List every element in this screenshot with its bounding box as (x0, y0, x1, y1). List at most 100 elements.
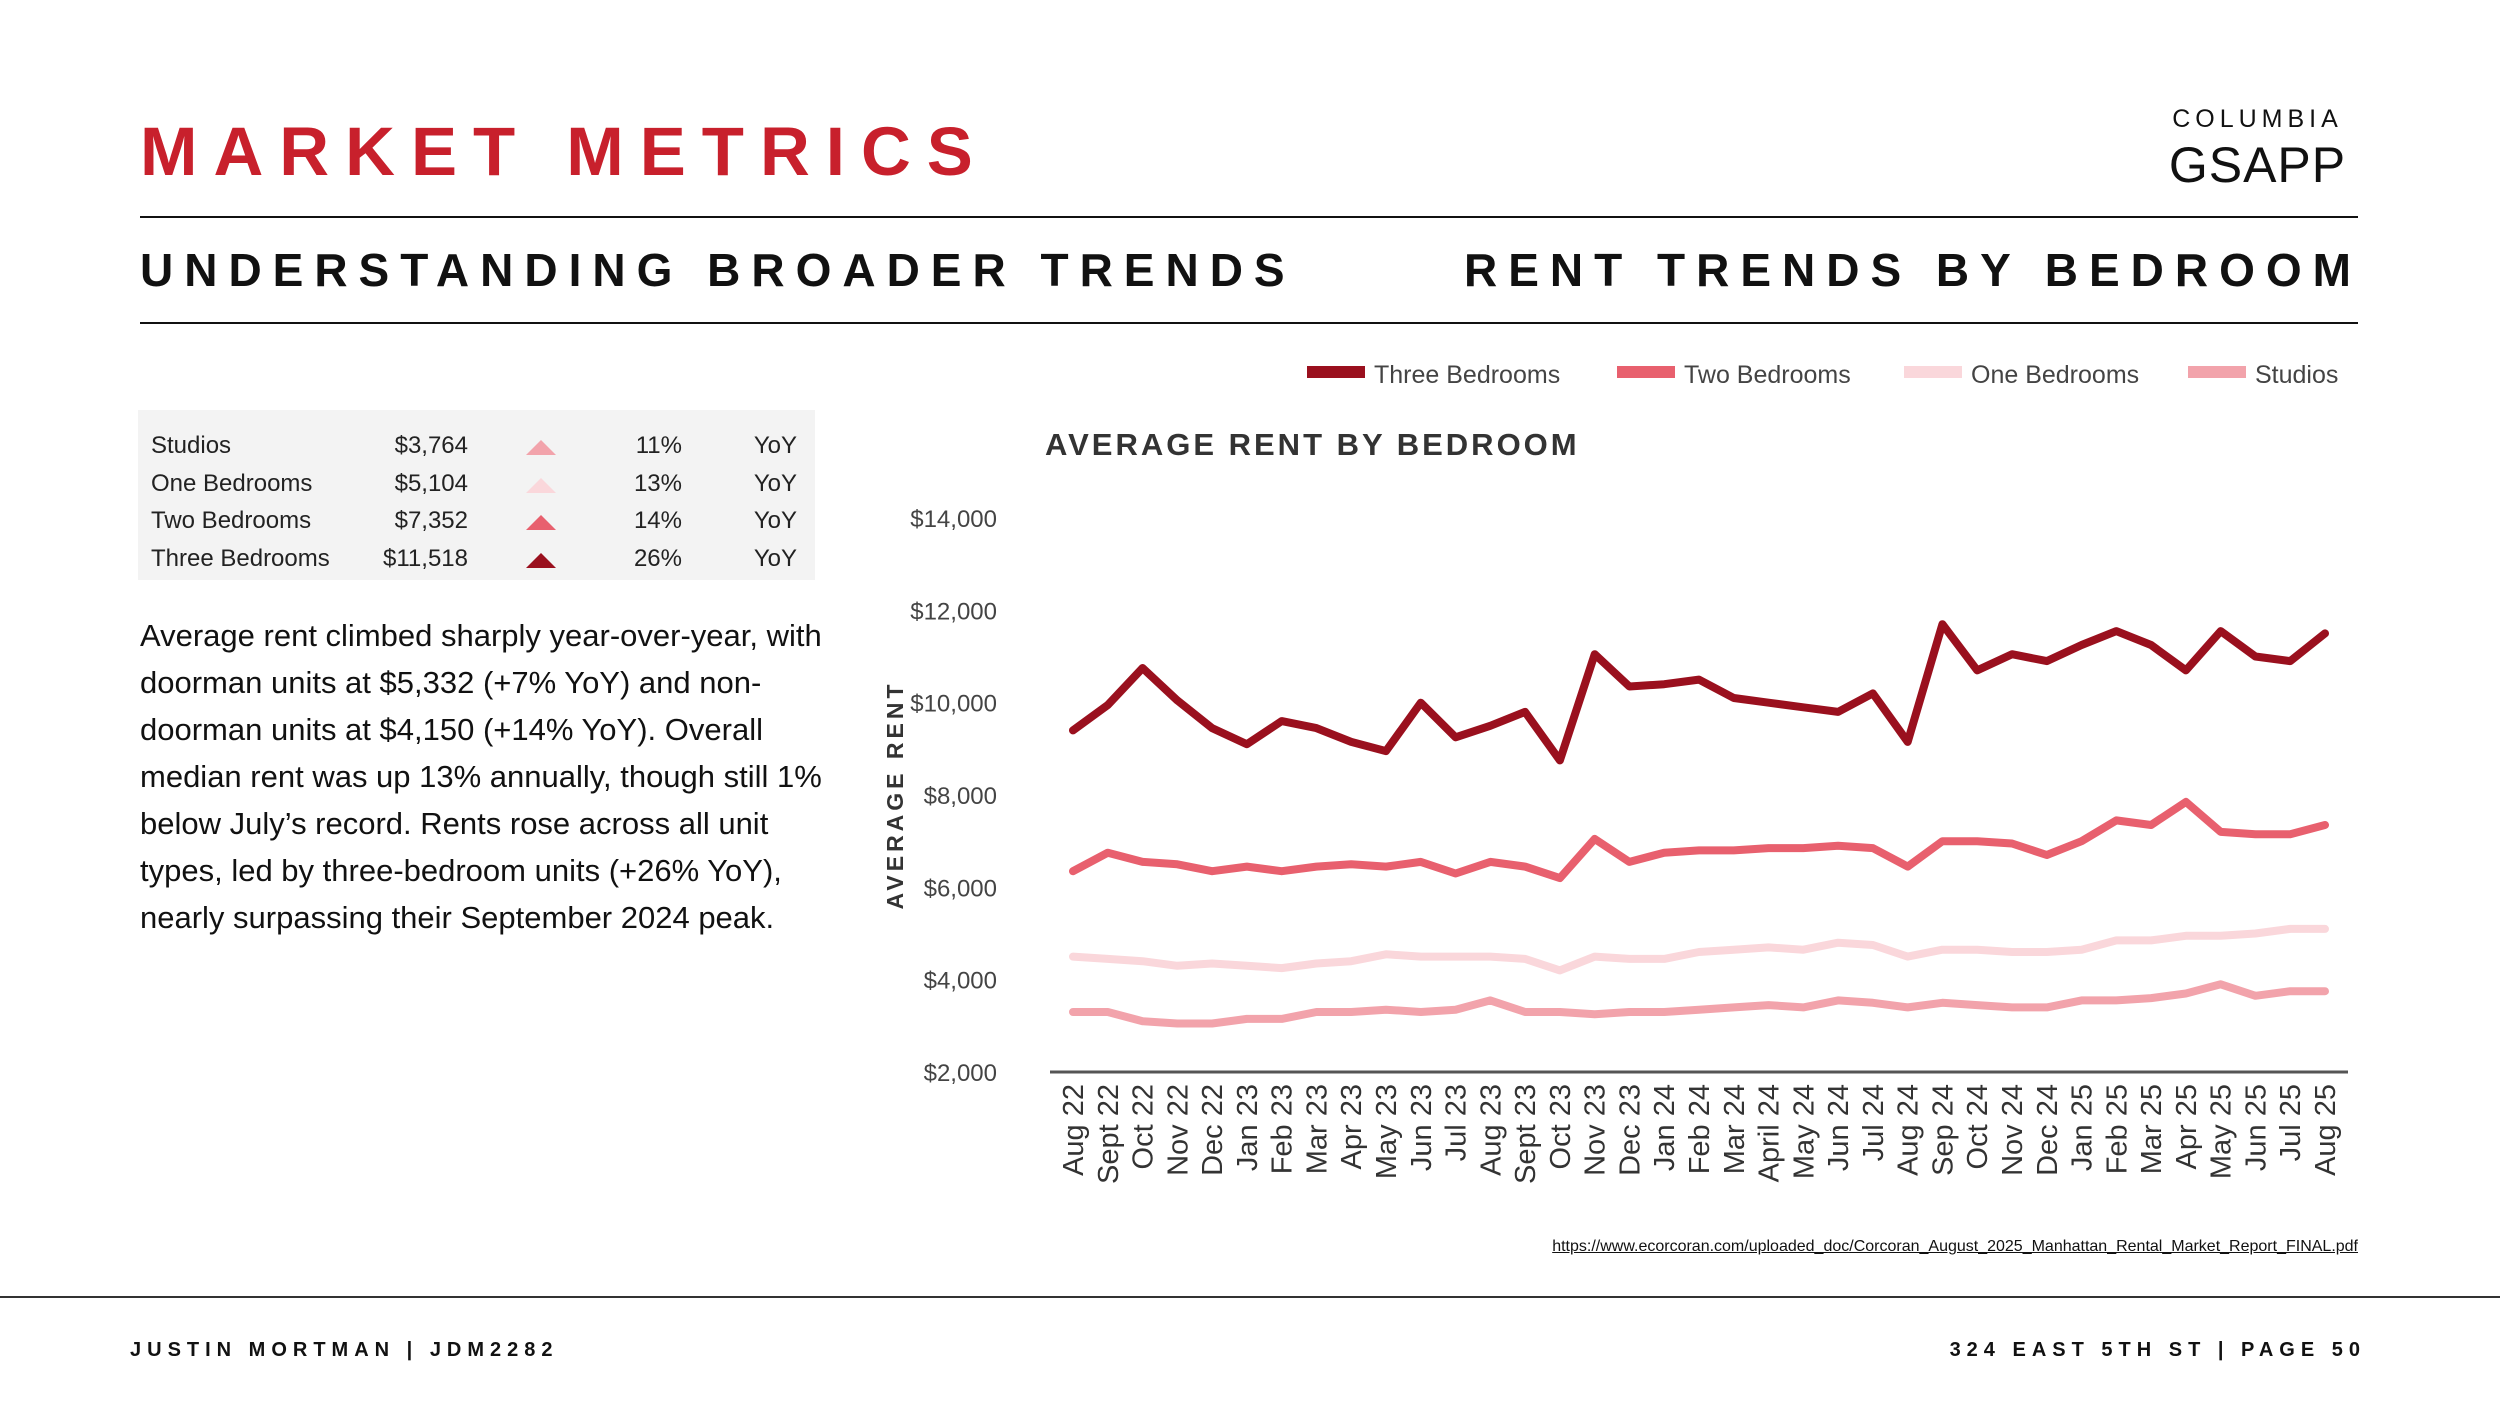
y-tick-label: $14,000 (910, 506, 997, 533)
market-summary-paragraph: Average rent climbed sharply year-over-y… (140, 618, 822, 935)
y-tick-label: $6,000 (924, 875, 997, 902)
x-tick-label: May 24 (1788, 1084, 1820, 1179)
row-period: YoY (753, 470, 797, 497)
x-tick-label: Feb 24 (1684, 1084, 1716, 1174)
x-tick-label: Jan 25 (2067, 1084, 2099, 1171)
x-tick-label: April 24 (1754, 1084, 1786, 1182)
x-tick-label: Sept 23 (1510, 1084, 1542, 1184)
x-tick-label: Jul 23 (1441, 1084, 1473, 1161)
legend-label: Three Bedrooms (1374, 361, 1560, 389)
columbia-gsapp-logo: COLUMBIA GSAPP (2150, 104, 2365, 200)
x-tick-label: Jan 24 (1649, 1084, 1681, 1171)
footer-page-info: 324 EAST 5TH ST | PAGE 50 (1949, 1339, 2366, 1361)
legend-item: One Bedrooms (1904, 361, 2139, 389)
x-tick-label: Mar 25 (2136, 1084, 2168, 1174)
row-value: $7,352 (394, 507, 468, 534)
logo-line-columbia: COLUMBIA (2172, 105, 2343, 133)
x-tick-label: Jun 25 (2240, 1084, 2272, 1171)
footer-divider (0, 1296, 2500, 1298)
series-line-two-bedrooms (1069, 797, 2329, 883)
x-tick-label: Apr 23 (1336, 1084, 1368, 1169)
x-tick-label: Sept 22 (1093, 1084, 1125, 1184)
row-value: $11,518 (383, 545, 468, 572)
row-period: YoY (753, 432, 797, 459)
y-tick-label: $2,000 (924, 1060, 997, 1087)
row-label: One Bedrooms (151, 470, 313, 497)
x-tick-label: May 25 (2206, 1084, 2238, 1179)
series-line-studios (1069, 980, 2329, 1028)
x-tick-label: Aug 25 (2310, 1084, 2342, 1176)
series-line-three-bedrooms (1069, 620, 2329, 765)
up-arrow-icon (526, 440, 556, 455)
table-row: Three Bedrooms $11,518 26% YoY (138, 540, 815, 578)
x-tick-label: May 23 (1371, 1084, 1403, 1179)
legend-label: Two Bedrooms (1684, 361, 1851, 389)
row-change: 11% (635, 432, 682, 459)
header-divider-bottom (140, 322, 2358, 324)
up-arrow-icon (526, 515, 556, 530)
row-period: YoY (753, 507, 797, 534)
x-tick-label: Jun 24 (1823, 1084, 1855, 1171)
y-tick-label: $10,000 (910, 691, 997, 718)
source-link[interactable]: https://www.ecorcoran.com/uploaded_doc/C… (1552, 1238, 2358, 1255)
legend-swatch (1904, 366, 1962, 378)
x-tick-label: Apr 25 (2171, 1084, 2203, 1169)
section-subtitle-right: RENT TRENDS BY BEDROOM (1464, 244, 2362, 296)
up-arrow-icon (526, 478, 556, 493)
x-tick-label: Dec 24 (2032, 1084, 2064, 1176)
x-tick-label: Aug 24 (1893, 1084, 1925, 1176)
row-period: YoY (753, 545, 797, 572)
row-change: 26% (633, 545, 682, 572)
x-tick-label: Mar 23 (1301, 1084, 1333, 1174)
table-row: One Bedrooms $5,104 13% YoY (138, 465, 815, 503)
rent-summary-table: Studios $3,764 11% YoY One Bedrooms $5,1… (138, 410, 815, 580)
legend-swatch (2188, 366, 2246, 378)
x-tick-label: Feb 23 (1267, 1084, 1299, 1174)
legend-label: Studios (2255, 361, 2338, 389)
y-tick-label: $8,000 (924, 783, 997, 810)
x-tick-label: Oct 22 (1128, 1084, 1160, 1169)
row-change: 14% (633, 507, 682, 534)
x-tick-label: Dec 23 (1614, 1084, 1646, 1176)
x-tick-label: Jul 24 (1858, 1084, 1890, 1161)
row-label: Three Bedrooms (151, 545, 330, 572)
row-label: Studios (151, 432, 232, 459)
y-tick-label: $12,000 (910, 598, 997, 625)
up-arrow-icon (526, 553, 556, 568)
y-tick-label: $4,000 (924, 968, 997, 995)
legend-swatch (1307, 366, 1365, 378)
row-value: $3,764 (394, 432, 468, 459)
header-divider-top (140, 216, 2358, 218)
chart-title: AVERAGE RENT BY BEDROOM (1045, 427, 1580, 462)
rent-line-chart: AVERAGE RENT BY BEDROOM Three Bedrooms Two… (882, 361, 2348, 1184)
x-tick-label: Nov 22 (1162, 1084, 1194, 1176)
table-row: Studios $3,764 11% YoY (138, 427, 815, 465)
row-value: $5,104 (394, 470, 468, 497)
row-label: Two Bedrooms (151, 507, 312, 534)
x-tick-label: Jun 23 (1406, 1084, 1438, 1171)
x-tick-label: Oct 24 (1962, 1084, 1994, 1169)
legend-item: Two Bedrooms (1617, 361, 1851, 389)
x-tick-label: Aug 22 (1058, 1084, 1090, 1176)
series-line-one-bedrooms (1069, 924, 2329, 975)
x-tick-label: Jan 23 (1232, 1084, 1264, 1171)
y-axis-label: AVERAGE RENT (882, 680, 908, 909)
section-subtitle-left: UNDERSTANDING BROADER TRENDS (140, 244, 1296, 296)
legend-label: One Bedrooms (1971, 361, 2139, 389)
legend-item: Three Bedrooms (1307, 361, 1560, 389)
x-tick-label: Nov 24 (1997, 1084, 2029, 1176)
logo-line-gsapp: GSAPP (2168, 137, 2347, 193)
row-change: 13% (633, 470, 682, 497)
legend-item: Studios (2188, 361, 2338, 389)
page-title: MARKET METRICS (140, 113, 989, 190)
x-tick-label: Dec 22 (1197, 1084, 1229, 1176)
x-tick-label: Aug 23 (1475, 1084, 1507, 1176)
x-tick-label: Nov 23 (1580, 1084, 1612, 1176)
table-row: Two Bedrooms $7,352 14% YoY (138, 502, 815, 540)
footer-author: JUSTIN MORTMAN | JDM2282 (130, 1339, 559, 1361)
x-tick-label: Mar 24 (1719, 1084, 1751, 1174)
legend-swatch (1617, 366, 1675, 378)
x-tick-label: Sep 24 (1927, 1084, 1959, 1176)
x-tick-label: Oct 23 (1545, 1084, 1577, 1169)
x-tick-label: Jul 25 (2275, 1084, 2307, 1161)
